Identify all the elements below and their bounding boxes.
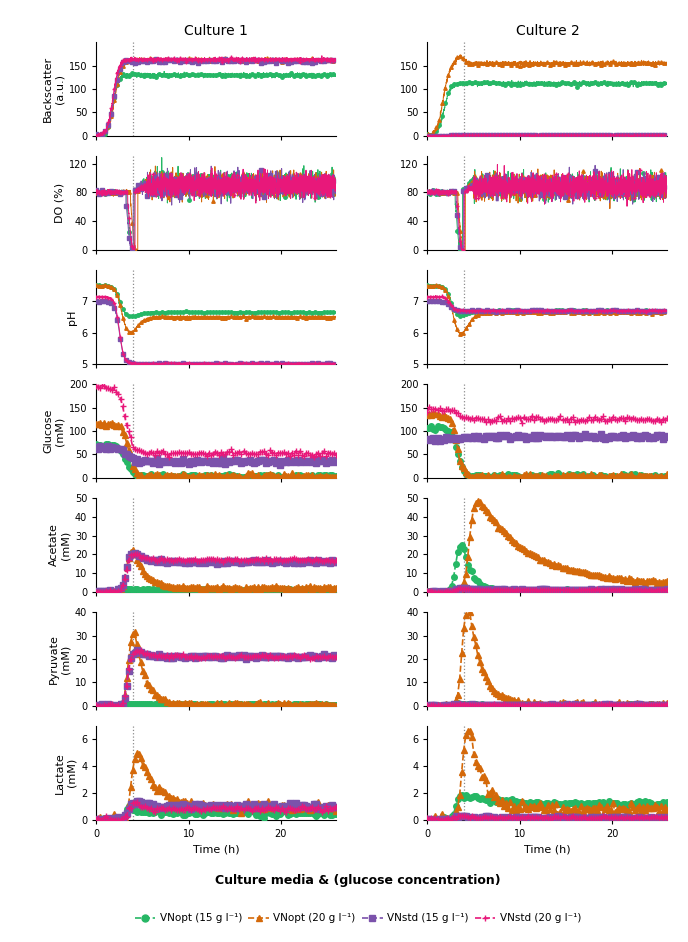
Y-axis label: Pyruvate
(mM): Pyruvate (mM) — [49, 634, 71, 684]
X-axis label: Time (h): Time (h) — [524, 844, 571, 854]
Text: Culture media & (glucose concentration): Culture media & (glucose concentration) — [215, 874, 501, 887]
Title: Culture 2: Culture 2 — [515, 24, 579, 39]
Y-axis label: Acetate
(mM): Acetate (mM) — [49, 524, 71, 566]
Y-axis label: Backscatter
(a.u.): Backscatter (a.u.) — [43, 56, 65, 122]
Title: Culture 1: Culture 1 — [184, 24, 248, 39]
Y-axis label: DO (%): DO (%) — [54, 183, 65, 223]
Y-axis label: pH: pH — [67, 309, 77, 325]
Y-axis label: Glucose
(mM): Glucose (mM) — [43, 409, 65, 453]
Legend: VNopt (15 g l⁻¹), VNopt (20 g l⁻¹), VNstd (15 g l⁻¹), VNstd (20 g l⁻¹): VNopt (15 g l⁻¹), VNopt (20 g l⁻¹), VNst… — [131, 909, 585, 927]
Y-axis label: Lactate
(mM): Lactate (mM) — [55, 752, 77, 794]
X-axis label: Time (h): Time (h) — [193, 844, 239, 854]
